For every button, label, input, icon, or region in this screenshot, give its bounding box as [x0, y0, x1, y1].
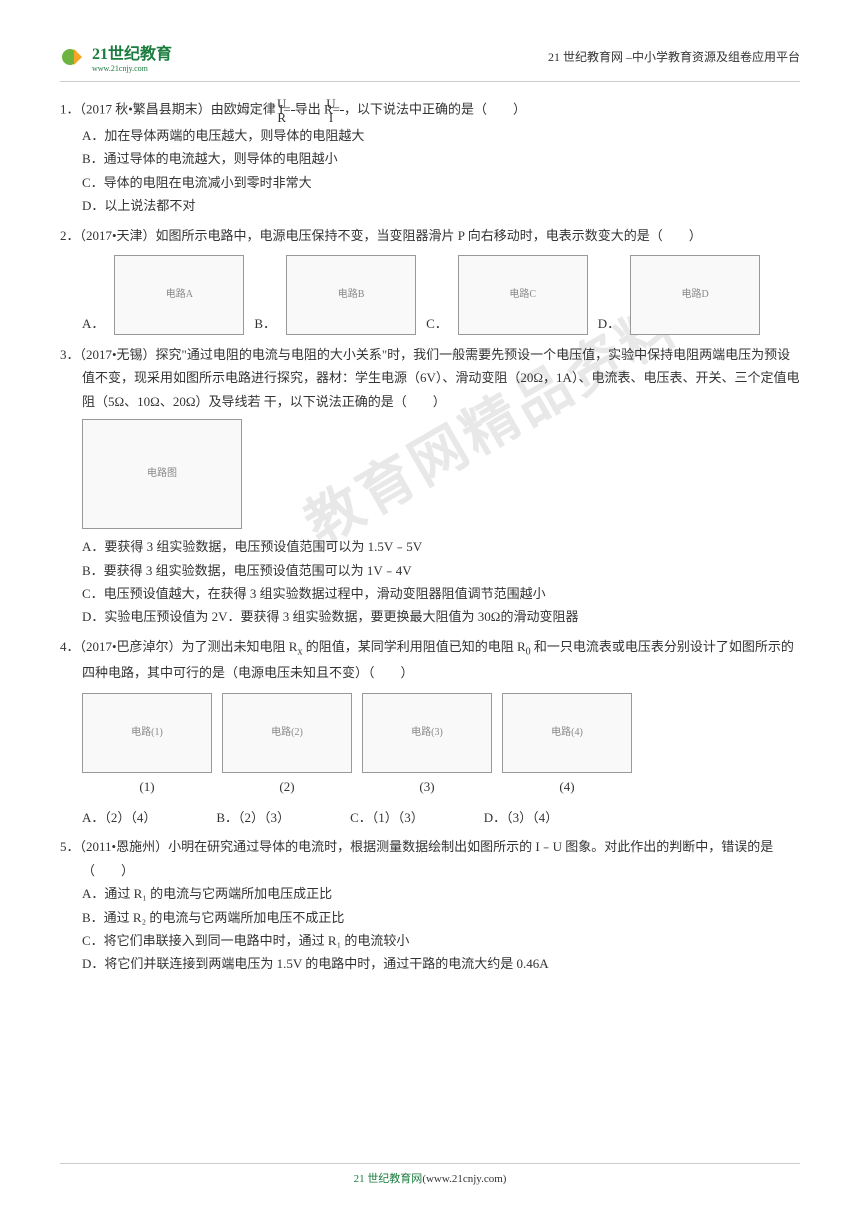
circuit-item: A．	[82, 310, 104, 335]
circuit-diagram: 电路(1)	[82, 693, 212, 773]
q1-stem: 1．（2017 秋•繁昌县期末）由欧姆定律 I=UR导出 R=UI，以下说法中正…	[60, 97, 800, 124]
question-4: 4．（2017•巴彦淖尔）为了测出未知电阻 Rx 的阻值，某同学利用阻值已知的电…	[60, 635, 800, 830]
q4-options: A．（2）（4） B．（2）（3） C．（1）（3） D．（3）（4）	[60, 806, 800, 829]
q4-opt-c: C．（1）（3）	[350, 806, 424, 829]
q2-label-b: B．	[254, 312, 276, 335]
header-right-text: 21 世纪教育网 –中小学教育资源及组卷应用平台	[548, 48, 800, 65]
logo: 21世纪教育 www.21cnjy.com	[60, 40, 172, 73]
circuit-diagram: 电路(3)	[362, 693, 492, 773]
q1-opt-a: A．加在导体两端的电压越大，则导体的电阻越大	[60, 124, 800, 147]
circuit-diagram: 电路A	[114, 255, 244, 335]
q2-label-a: A．	[82, 312, 104, 335]
circuit-item: B．	[254, 310, 276, 335]
q4-clabel-4: (4)	[559, 775, 574, 798]
circuit-diagram: 电路C	[458, 255, 588, 335]
page-footer: 21 世纪教育网(www.21cnjy.com)	[60, 1163, 800, 1186]
logo-sub-text: www.21cnjy.com	[92, 64, 172, 73]
q4-clabel-3: (3)	[419, 775, 434, 798]
circuit-diagram: 电路D	[630, 255, 760, 335]
q4-circuits: 电路(1) (1) 电路(2) (2) 电路(3) (3) 电路(4) (4)	[60, 693, 800, 798]
q1-opt-b: B．通过导体的电流越大，则导体的电阻越小	[60, 147, 800, 170]
q3-opt-d: D．实验电压预设值为 2V．要获得 3 组实验数据，要更换最大阻值为 30Ω的滑…	[60, 605, 800, 628]
page-header: 21世纪教育 www.21cnjy.com 21 世纪教育网 –中小学教育资源及…	[60, 40, 800, 82]
circuit-diagram: 电路B	[286, 255, 416, 335]
q5-opt-a: A．通过 R₁ 的电流与它两端所加电压成正比	[60, 882, 800, 905]
circuit-item: 电路(4) (4)	[502, 693, 632, 798]
q5-stem: 5．（2011•恩施州）小明在研究通过导体的电流时，根据测量数据绘制出如图所示的…	[60, 835, 800, 882]
q3-opt-a: A．要获得 3 组实验数据，电压预设值范围可以为 1.5V﹣5V	[60, 535, 800, 558]
circuit-item: 电路(2) (2)	[222, 693, 352, 798]
logo-icon	[60, 43, 88, 71]
logo-text: 21世纪教育 www.21cnjy.com	[92, 40, 172, 73]
question-2: 2．（2017•天津）如图所示电路中，电源电压保持不变，当变阻器滑片 P 向右移…	[60, 224, 800, 335]
q4-opt-d: D．（3）（4）	[484, 806, 558, 829]
q1-opt-d: D．以上说法都不对	[60, 194, 800, 217]
content: 1．（2017 秋•繁昌县期末）由欧姆定律 I=UR导出 R=UI，以下说法中正…	[60, 97, 800, 976]
q3-stem: 3．（2017•无锡）探究"通过电阻的电流与电阻的大小关系"时，我们一般需要先预…	[60, 343, 800, 413]
q4-stem-p2: 的阻值，某同学利用阻值已知的电阻 R	[302, 639, 525, 654]
q2-circuits: A． 电路A B． 电路B C． 电路C D． 电路D	[60, 255, 800, 335]
circuit-diagram: 电路(4)	[502, 693, 632, 773]
circuit-item: 电路(1) (1)	[82, 693, 212, 798]
question-3: 3．（2017•无锡）探究"通过电阻的电流与电阻的大小关系"时，我们一般需要先预…	[60, 343, 800, 629]
q4-opt-b: B．（2）（3）	[216, 806, 290, 829]
q4-clabel-2: (2)	[279, 775, 294, 798]
q5-opt-b: B．通过 R₂ 的电流与它两端所加电压不成正比	[60, 906, 800, 929]
q4-stem-p1: 4．（2017•巴彦淖尔）为了测出未知电阻 R	[60, 639, 297, 654]
q5-opt-d: D．将它们并联连接到两端电压为 1.5V 的电路中时，通过干路的电流大约是 0.…	[60, 952, 800, 975]
q1-stem-part1: 1．（2017 秋•繁昌县期末）由欧姆定律 I=	[60, 101, 291, 116]
q4-opt-a: A．（2）（4）	[82, 806, 156, 829]
question-1: 1．（2017 秋•繁昌县期末）由欧姆定律 I=UR导出 R=UI，以下说法中正…	[60, 97, 800, 218]
q1-stem-part3: ，以下说法中正确的是（ ）	[344, 101, 526, 116]
footer-url: (www.21cnjy.com)	[422, 1173, 506, 1185]
circuit-item: 电路(3) (3)	[362, 693, 492, 798]
logo-main-text: 21世纪教育	[92, 40, 172, 64]
q5-opt-c: C．将它们串联接入到同一电路中时，通过 R₁ 的电流较小	[60, 929, 800, 952]
question-5: 5．（2011•恩施州）小明在研究通过导体的电流时，根据测量数据绘制出如图所示的…	[60, 835, 800, 975]
q4-stem: 4．（2017•巴彦淖尔）为了测出未知电阻 Rx 的阻值，某同学利用阻值已知的电…	[60, 635, 800, 685]
footer-title: 21 世纪教育网	[354, 1173, 423, 1185]
circuit-diagram: 电路(2)	[222, 693, 352, 773]
circuit-item: C．	[426, 310, 448, 335]
q2-label-d: D．	[598, 312, 620, 335]
q1-opt-c: C．导体的电阻在电流减小到零时非常大	[60, 171, 800, 194]
q2-stem: 2．（2017•天津）如图所示电路中，电源电压保持不变，当变阻器滑片 P 向右移…	[60, 224, 800, 247]
circuit-item: D．	[598, 310, 620, 335]
q2-label-c: C．	[426, 312, 448, 335]
q3-opt-c: C．电压预设值越大，在获得 3 组实验数据过程中，滑动变阻器阻值调节范围越小	[60, 582, 800, 605]
q3-opt-b: B．要获得 3 组实验数据，电压预设值范围可以为 1V﹣4V	[60, 559, 800, 582]
q4-clabel-1: (1)	[139, 775, 154, 798]
q3-circuit: 电路图	[82, 419, 242, 529]
